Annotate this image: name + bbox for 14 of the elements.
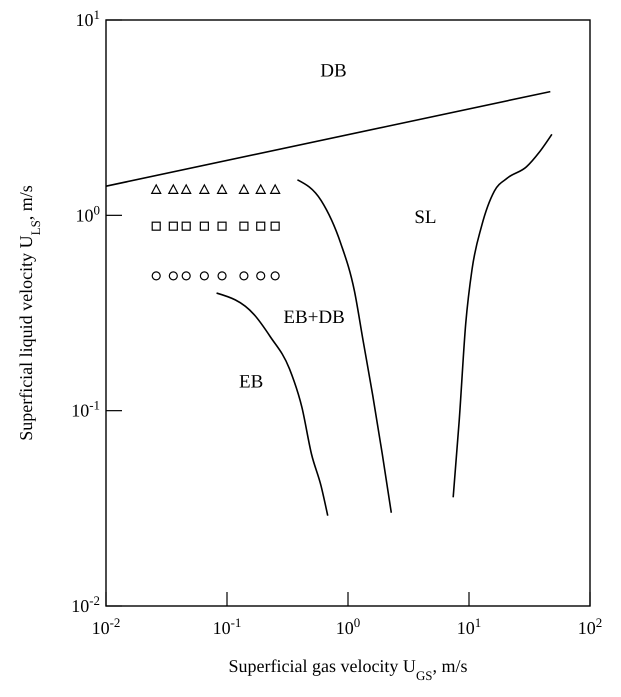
y-tick-label: 10$^{0}$ bbox=[76, 202, 100, 226]
x-tick-label: 10$^{-1}$ bbox=[212, 614, 242, 638]
y-tick-label: 10$^{1}$ bbox=[76, 6, 100, 30]
x-tick-label: 10$^{1}$ bbox=[456, 614, 482, 638]
y-tick-label: 10$^{-2}$ bbox=[71, 592, 100, 616]
annotation: EB bbox=[239, 372, 264, 393]
x-tick-label: 10$^{2}$ bbox=[578, 614, 602, 638]
y-tick-label: 10$^{-1}$ bbox=[71, 397, 100, 421]
annotation: SL bbox=[414, 208, 437, 229]
x-tick-label: 10$^{-2}$ bbox=[92, 614, 120, 638]
x-tick-label: 10$^{0}$ bbox=[336, 614, 360, 638]
annotation: DB bbox=[320, 61, 347, 82]
annotation: EB+DB bbox=[283, 307, 345, 328]
x-axis-title: Superficial gas velocity U$_{GS}$, m/s bbox=[228, 656, 468, 682]
